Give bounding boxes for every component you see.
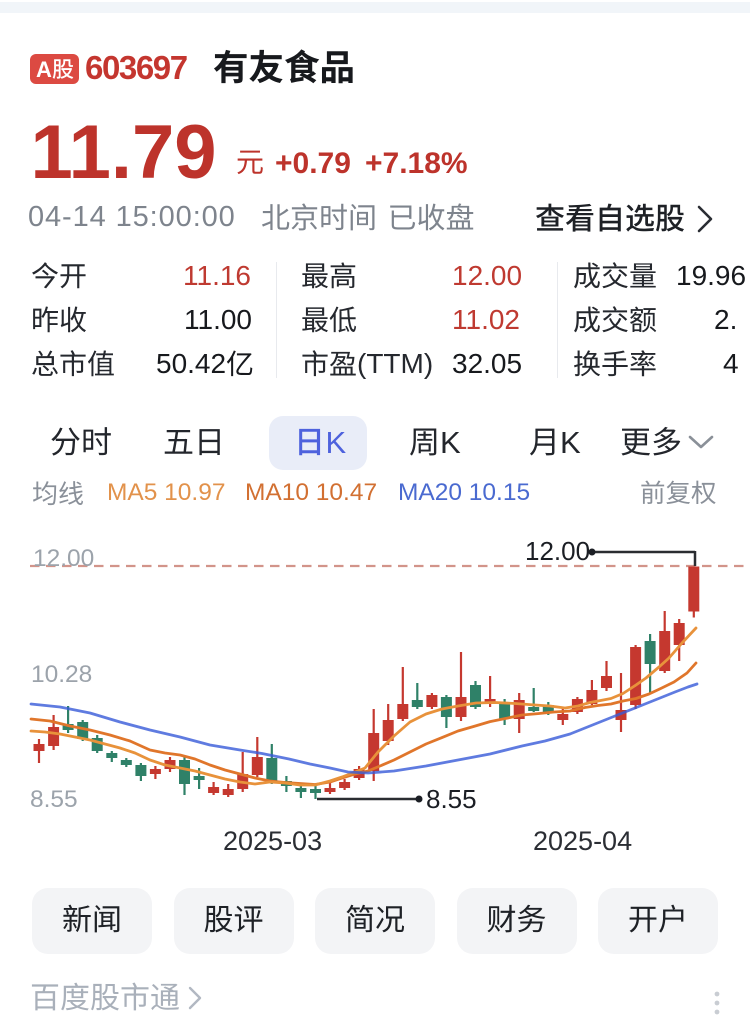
svg-text:2025-04: 2025-04 [533,826,632,856]
svg-text:8.55: 8.55 [30,786,78,813]
svg-text:2025-03: 2025-03 [223,826,322,856]
svg-text:12.00: 12.00 [33,545,94,572]
svg-text:K: K [560,425,581,460]
svg-text:K: K [326,425,347,460]
svg-text:8.55: 8.55 [426,784,477,814]
svg-text:10.28: 10.28 [31,661,92,688]
svg-text:A: A [36,57,52,82]
svg-text:K: K [440,425,461,460]
svg-text:12.00: 12.00 [525,536,590,566]
